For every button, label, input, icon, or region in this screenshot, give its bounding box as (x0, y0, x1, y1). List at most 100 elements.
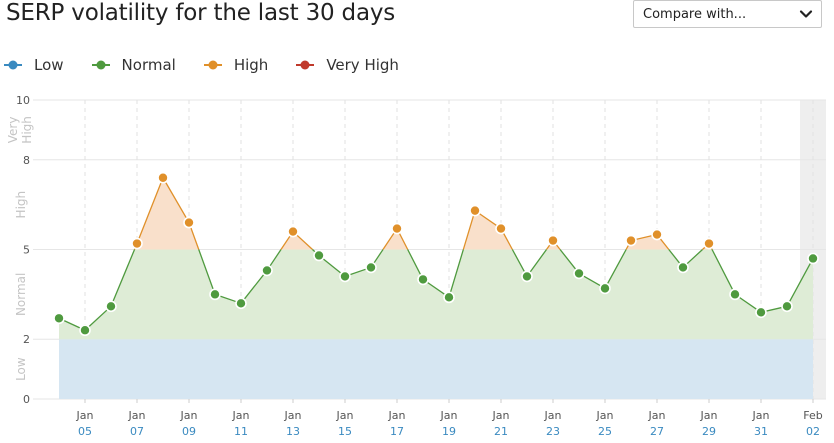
x-tick-label-day: 31 (754, 425, 768, 438)
data-point (521, 270, 533, 283)
legend-label-high: High (233, 56, 269, 74)
legend-marker-high-icon (203, 60, 222, 70)
data-point (625, 234, 637, 247)
x-tick-label-day: 05 (78, 425, 92, 438)
x-tick-label-month: Jan (492, 409, 510, 422)
x-tick-label-month: Jan (752, 409, 770, 422)
y-tick-label: 2 (23, 333, 30, 346)
data-point (79, 324, 91, 337)
legend-item-normal[interactable]: Normal (91, 56, 176, 74)
data-point (287, 225, 299, 238)
x-tick-label-month: Jan (440, 409, 458, 422)
x-tick-label-day: 21 (494, 425, 508, 438)
series-line-segment (604, 249, 627, 289)
series-line-segment (110, 249, 136, 307)
data-point (261, 264, 273, 277)
x-tick-label-day: 07 (130, 425, 144, 438)
x-tick-label-month: Jan (336, 409, 354, 422)
y-tick-label: 10 (16, 94, 30, 107)
data-point (443, 291, 455, 304)
legend-item-very-high[interactable]: Very High (296, 56, 399, 74)
data-point (365, 261, 377, 274)
x-tick-label-day: 27 (650, 425, 664, 438)
series-line-segment (448, 249, 464, 298)
series-line-segment (198, 249, 216, 295)
data-point (755, 306, 767, 319)
legend-marker-very-high-icon (296, 60, 315, 70)
series-line-segment (711, 249, 736, 295)
legend-marker-normal-icon (91, 60, 110, 70)
data-point (781, 300, 793, 313)
data-point (131, 237, 143, 250)
data-point (157, 171, 169, 184)
series-line-segment (162, 177, 190, 223)
data-point (339, 270, 351, 283)
y-tick-label: 0 (23, 393, 30, 406)
x-tick-label-day: 19 (442, 425, 456, 438)
legend-marker-low-icon (4, 60, 22, 70)
band-label-very-high: VeryHigh (6, 116, 34, 144)
band-label-low: Low (14, 357, 28, 381)
data-point (209, 288, 221, 301)
compare-dropdown[interactable]: Compare with... (633, 0, 822, 28)
series-line-segment (136, 177, 164, 244)
x-tick-label-day: 09 (182, 425, 196, 438)
data-point (313, 249, 325, 262)
x-tick-label-month: Jan (388, 409, 406, 422)
data-point (495, 222, 507, 235)
x-tick-label-month: Feb (803, 409, 822, 422)
data-point (599, 282, 611, 295)
data-point (703, 237, 715, 250)
legend-label-very-high: Very High (326, 56, 399, 74)
data-point (235, 297, 247, 310)
band-fill-low (59, 339, 813, 399)
series-line-segment (84, 305, 112, 331)
x-tick-label-month: Jan (648, 409, 666, 422)
band-fill-high (134, 177, 713, 250)
series-line-segment (462, 210, 476, 250)
data-point (573, 267, 585, 280)
legend-item-high[interactable]: High (203, 56, 269, 74)
x-tick-label-day: 29 (702, 425, 716, 438)
y-tick-label: 5 (23, 244, 30, 257)
legend-label-low: Low (34, 56, 64, 74)
x-tick-label-day: 23 (546, 425, 560, 438)
x-tick-label-day: 15 (338, 425, 352, 438)
x-tick-label-month: Jan (180, 409, 198, 422)
data-point (677, 261, 689, 274)
band-fill-normal (59, 249, 813, 340)
band-label-normal: Normal (14, 273, 28, 316)
data-point (547, 234, 559, 247)
x-tick-label-day: 17 (390, 425, 404, 438)
data-point (183, 216, 195, 229)
compare-dropdown-label: Compare with... (643, 6, 747, 22)
x-tick-label-day: 02 (806, 425, 820, 438)
x-tick-label-month: Jan (232, 409, 250, 422)
data-point (469, 204, 481, 217)
legend-item-low[interactable]: Low (4, 56, 64, 74)
x-tick-label-day: 25 (598, 425, 612, 438)
data-point (807, 252, 819, 265)
x-tick-label-month: Jan (284, 409, 302, 422)
x-tick-label-month: Jan (700, 409, 718, 422)
band-label-high: High (14, 191, 28, 219)
data-point (391, 222, 403, 235)
data-point (651, 228, 663, 241)
series-line-segment (240, 270, 268, 304)
x-tick-label-month: Jan (544, 409, 562, 422)
data-point (53, 312, 65, 325)
chart-legend: Low Normal High Very High (4, 56, 427, 74)
x-tick-label-month: Jan (128, 409, 146, 422)
series-line-segment (786, 258, 814, 307)
legend-label-normal: Normal (121, 56, 176, 74)
data-point (729, 288, 741, 301)
x-tick-label-month: Jan (76, 409, 94, 422)
x-tick-label-day: 11 (234, 425, 248, 438)
y-tick-label: 8 (23, 154, 30, 167)
data-point (417, 273, 429, 286)
x-tick-label-month: Jan (596, 409, 614, 422)
chevron-down-icon (799, 10, 813, 18)
page-title: SERP volatility for the last 30 days (6, 0, 396, 26)
x-tick-label-day: 13 (286, 425, 300, 438)
